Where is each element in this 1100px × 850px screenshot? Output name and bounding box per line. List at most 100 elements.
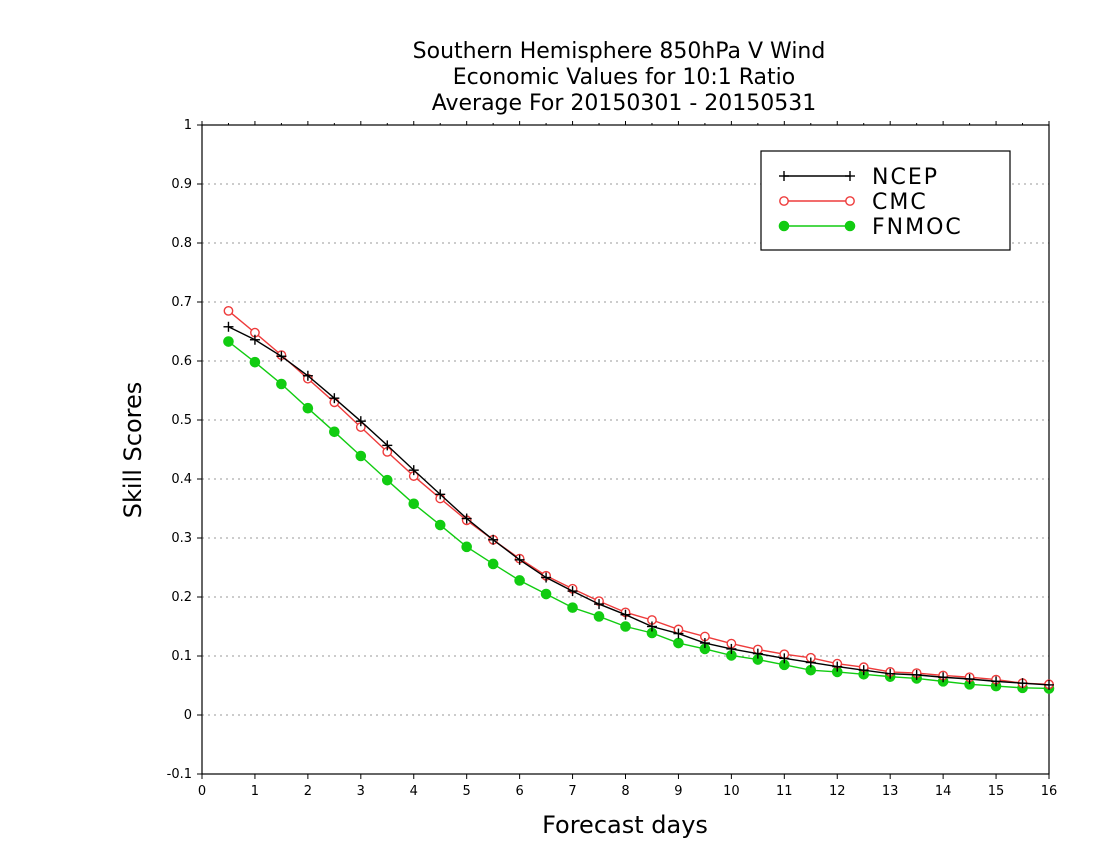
y-tick-label: 0.4 (171, 472, 192, 487)
legend-marker (779, 171, 789, 181)
fnmoc-point (593, 611, 605, 622)
ncep-point (620, 609, 631, 620)
ncep-point (885, 668, 896, 679)
legend-label: FNMOC (872, 215, 963, 240)
y-tick-label: 0.1 (171, 649, 192, 664)
fnmoc-point (381, 474, 393, 486)
x-tick-label: 13 (882, 784, 899, 799)
ncep-point (911, 669, 922, 680)
ncep-point (752, 648, 763, 659)
x-tick-label: 11 (776, 784, 793, 799)
x-tick-label: 4 (410, 784, 418, 799)
x-axis-label: Forecast days (542, 811, 708, 839)
ncep-point (329, 393, 340, 404)
legend-marker (845, 171, 855, 181)
cmc-line (228, 310, 1050, 686)
legend-item-fnmoc: FNMOC (778, 215, 963, 240)
y-tick-label: 0.3 (171, 531, 192, 546)
x-tick-label: 6 (515, 784, 523, 799)
ncep-point (276, 351, 287, 362)
ncep-point (488, 534, 499, 545)
ncep-point (964, 674, 975, 685)
ncep-point (991, 676, 1002, 687)
series-layer (223, 305, 1055, 694)
ncep-point (1017, 678, 1028, 689)
fnmoc-point (223, 336, 234, 347)
x-tick-label: 8 (621, 784, 629, 799)
fnmoc-point (434, 519, 446, 531)
y-tick-label: -0.1 (167, 767, 192, 782)
legend-label: NCEP (872, 165, 939, 190)
y-tick-label: 0.5 (171, 413, 192, 428)
fnmoc-point (673, 637, 684, 649)
legend-marker (845, 196, 855, 206)
ncep-point (514, 554, 525, 565)
ncep-point (1044, 679, 1054, 690)
ncep-point (249, 334, 260, 345)
ncep-point (832, 661, 843, 672)
ncep-point (355, 416, 366, 427)
x-tick-label: 14 (935, 784, 952, 799)
x-axis-ticks: 0 1 2 3 4 5 6 7 8 9 10 11 12 13 14 15 16 (198, 121, 1057, 799)
x-tick-label: 12 (829, 784, 846, 799)
y-axis-ticks: -0.1 0 0.1 0.2 0.3 0.4 0.5 0.6 0.7 0.8 0.9 1 (167, 118, 202, 782)
y-tick-label: 1 (184, 118, 192, 133)
ncep-point (461, 513, 472, 524)
ncep-point (646, 621, 657, 632)
y-tick-label: 0.2 (171, 590, 192, 605)
fnmoc-point (408, 498, 420, 510)
legend-item-ncep: NCEP (779, 165, 939, 190)
x-tick-label: 9 (674, 784, 682, 799)
ncep-point (408, 465, 419, 476)
legend-marker (779, 196, 789, 206)
fnmoc-point (487, 558, 499, 570)
x-tick-label: 1 (251, 784, 259, 799)
legend-marker (844, 220, 856, 232)
ncep-point (302, 370, 313, 381)
y-axis-label: Skill Scores (119, 382, 147, 519)
ncep-point (435, 489, 446, 500)
x-tick-label: 0 (198, 784, 206, 799)
chart-subtitle-2: Average For 20150301 - 20150531 (432, 91, 817, 116)
x-tick-label: 5 (463, 784, 471, 799)
fnmoc-point (249, 356, 261, 368)
legend-label: CMC (872, 190, 928, 215)
y-tick-label: 0 (184, 708, 192, 723)
y-tick-label: 0.7 (171, 295, 192, 310)
fnmoc-point (355, 450, 367, 462)
ncep-point (858, 665, 869, 676)
ncep-point (699, 638, 710, 649)
series-fnmoc (223, 336, 1055, 694)
fnmoc-point (329, 426, 340, 438)
grid-lines (202, 183, 1049, 716)
series-ncep (223, 321, 1054, 690)
chart-title: Southern Hemisphere 850hPa V Wind (413, 39, 826, 64)
ncep-point (805, 657, 816, 668)
ncep-point (938, 672, 949, 683)
fnmoc-point (540, 588, 552, 600)
x-tick-label: 3 (357, 784, 365, 799)
series-cmc (223, 305, 1054, 690)
fnmoc-point (567, 602, 578, 613)
ncep-point (567, 586, 578, 597)
ncep-point (594, 599, 605, 610)
x-tick-label: 2 (304, 784, 312, 799)
fnmoc-point (461, 541, 472, 553)
x-tick-label: 10 (723, 784, 740, 799)
x-tick-label: 15 (988, 784, 1005, 799)
ncep-point (779, 653, 790, 664)
ncep-point (726, 643, 737, 654)
ncep-line (228, 326, 1050, 686)
chart-subtitle-1: Economic Values for 10:1 Ratio (453, 65, 795, 90)
x-tick-label: 7 (568, 784, 576, 799)
cmc-point (223, 305, 234, 316)
y-tick-label: 0.8 (171, 236, 192, 251)
fnmoc-point (302, 402, 314, 414)
fnmoc-line (228, 340, 1050, 690)
ncep-point (673, 628, 684, 639)
y-tick-label: 0.6 (171, 354, 192, 369)
x-tick-label: 16 (1041, 784, 1058, 799)
legend-marker (778, 220, 790, 232)
